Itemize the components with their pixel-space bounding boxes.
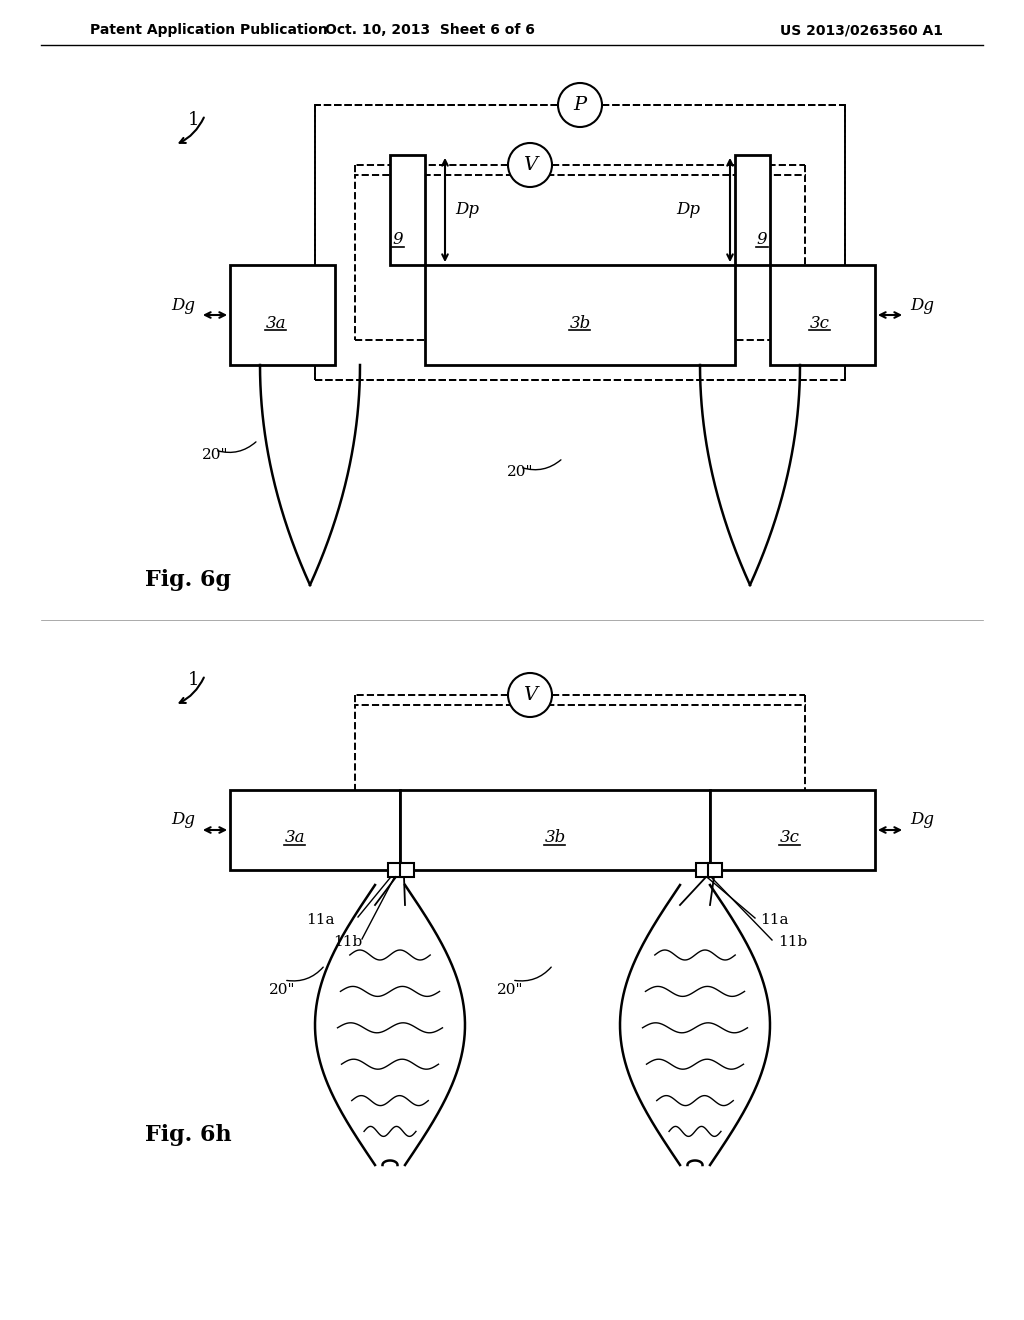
- Bar: [315, 106, 845, 380]
- Text: Fig. 6g: Fig. 6g: [145, 569, 231, 591]
- Circle shape: [558, 83, 602, 127]
- Text: P: P: [573, 96, 587, 114]
- Text: Dg: Dg: [910, 297, 934, 314]
- Text: 1: 1: [187, 671, 199, 689]
- Text: V: V: [523, 686, 537, 704]
- Bar: [388, 863, 402, 876]
- Text: Dg: Dg: [910, 812, 934, 829]
- Text: 11b: 11b: [334, 935, 362, 949]
- Text: 3a: 3a: [266, 314, 287, 331]
- Circle shape: [508, 143, 552, 187]
- Text: 20": 20": [268, 983, 295, 997]
- Text: Dp: Dp: [455, 202, 479, 219]
- Bar: [230, 789, 400, 870]
- Text: V: V: [523, 156, 537, 174]
- Bar: [400, 789, 710, 870]
- Bar: [770, 265, 874, 366]
- Text: 3c: 3c: [810, 314, 829, 331]
- Bar: [708, 863, 722, 876]
- Bar: [400, 863, 414, 876]
- Text: 20": 20": [497, 983, 523, 997]
- Text: 3c: 3c: [780, 829, 800, 846]
- Text: 20": 20": [507, 465, 534, 479]
- Bar: [230, 265, 335, 366]
- Text: Dg: Dg: [171, 297, 195, 314]
- Text: 11b: 11b: [778, 935, 807, 949]
- Text: 3b: 3b: [545, 829, 565, 846]
- Text: 3b: 3b: [569, 314, 591, 331]
- Bar: [355, 176, 805, 341]
- Text: Fig. 6h: Fig. 6h: [145, 1125, 231, 1146]
- Bar: [425, 265, 735, 366]
- Bar: [390, 154, 425, 265]
- Bar: [696, 863, 710, 876]
- Text: 11a: 11a: [306, 913, 334, 927]
- Bar: [355, 705, 805, 870]
- Text: 11a: 11a: [760, 913, 788, 927]
- Circle shape: [508, 673, 552, 717]
- Text: 1: 1: [187, 111, 199, 129]
- Text: Patent Application Publication: Patent Application Publication: [90, 22, 328, 37]
- Text: 3a: 3a: [285, 829, 305, 846]
- Text: Dg: Dg: [171, 812, 195, 829]
- Text: Oct. 10, 2013  Sheet 6 of 6: Oct. 10, 2013 Sheet 6 of 6: [325, 22, 535, 37]
- Text: 20": 20": [202, 447, 228, 462]
- Bar: [710, 789, 874, 870]
- Text: US 2013/0263560 A1: US 2013/0263560 A1: [780, 22, 943, 37]
- Bar: [735, 154, 770, 265]
- Text: 9: 9: [392, 231, 403, 248]
- Text: 9: 9: [757, 231, 767, 248]
- Text: Dp: Dp: [676, 202, 700, 219]
